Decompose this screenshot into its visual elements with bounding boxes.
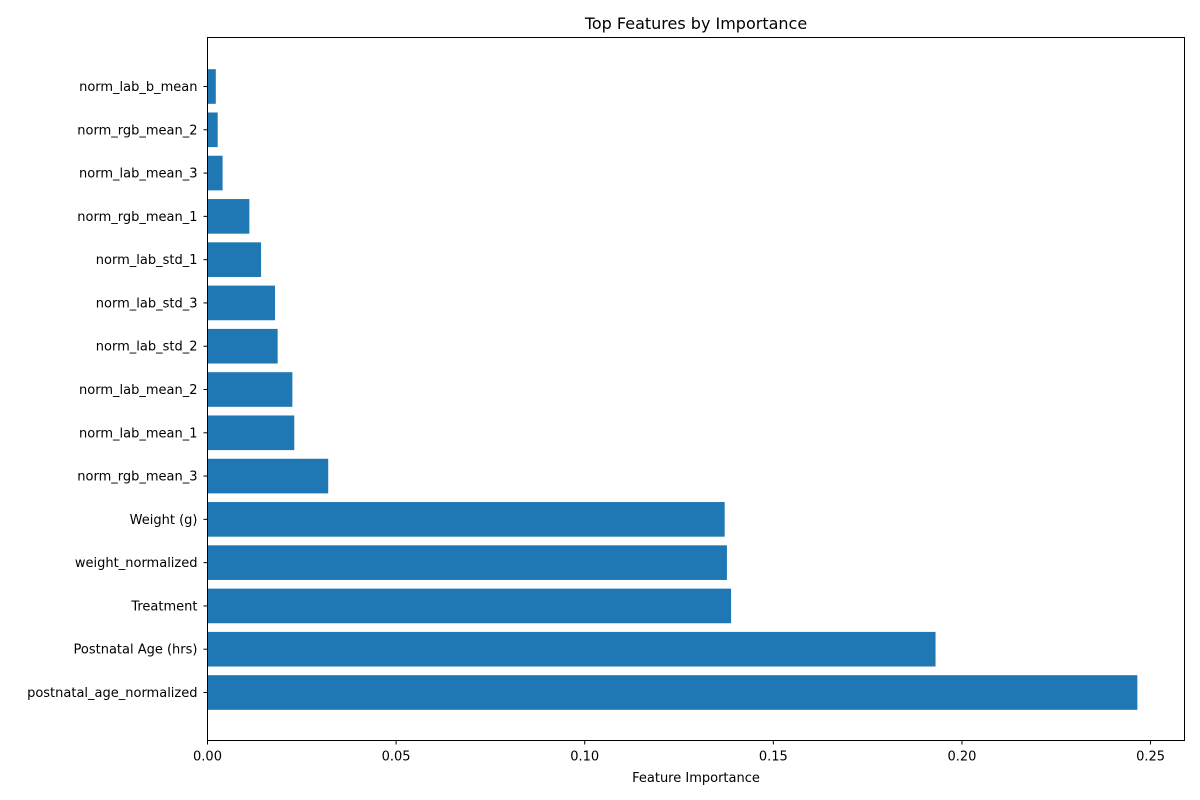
y-tick-label: Treatment: [130, 599, 197, 614]
bar: [207, 285, 276, 321]
x-axis-ticks: 0.00 0.05 0.10 0.15 0.20 0.25: [193, 740, 1165, 765]
y-tick-label: norm_lab_std_2: [96, 340, 198, 355]
x-tick-label: 0.25: [1136, 750, 1165, 765]
bar: [207, 242, 262, 277]
y-tick-label: Postnatal Age (hrs): [74, 643, 198, 658]
bar: [207, 545, 727, 580]
y-tick-label: norm_lab_std_3: [96, 296, 198, 311]
bar: [207, 588, 732, 624]
y-tick-label: norm_lab_mean_1: [79, 426, 197, 441]
bar: [207, 155, 223, 191]
y-tick-label: norm_rgb_mean_3: [77, 470, 197, 485]
y-tick-label: norm_lab_mean_2: [79, 383, 197, 398]
bar: [207, 502, 725, 537]
y-tick-label: postnatal_age_normalized: [27, 686, 197, 701]
y-tick-label: Weight (g): [130, 513, 198, 528]
y-tick-label: norm_rgb_mean_1: [77, 210, 197, 225]
bar: [207, 415, 295, 451]
bar: [207, 675, 1138, 710]
bars-group: [207, 69, 1138, 710]
bar: [207, 199, 250, 234]
bar: [207, 458, 329, 494]
x-tick-label: 0.20: [947, 750, 976, 765]
bar: [207, 372, 293, 407]
y-tick-label: weight_normalized: [75, 556, 198, 571]
x-tick-label: 0.05: [382, 750, 411, 765]
x-axis-label: Feature Importance: [632, 771, 760, 786]
x-tick-label: 0.00: [193, 750, 222, 765]
bar: [207, 328, 278, 364]
plot-frame: [207, 37, 1185, 741]
y-axis-ticks: postnatal_age_normalized Postnatal Age (h…: [27, 80, 208, 701]
bar: [207, 631, 936, 667]
y-tick-label: norm_lab_std_1: [96, 253, 198, 268]
y-tick-label: norm_lab_mean_3: [79, 167, 197, 182]
x-tick-label: 0.15: [759, 750, 788, 765]
bar: [207, 69, 216, 104]
y-tick-label: norm_lab_b_mean: [79, 80, 197, 95]
x-tick-label: 0.10: [570, 750, 599, 765]
y-tick-label: norm_rgb_mean_2: [77, 123, 197, 138]
chart-title: Top Features by Importance: [584, 14, 807, 33]
bar: [207, 112, 218, 148]
